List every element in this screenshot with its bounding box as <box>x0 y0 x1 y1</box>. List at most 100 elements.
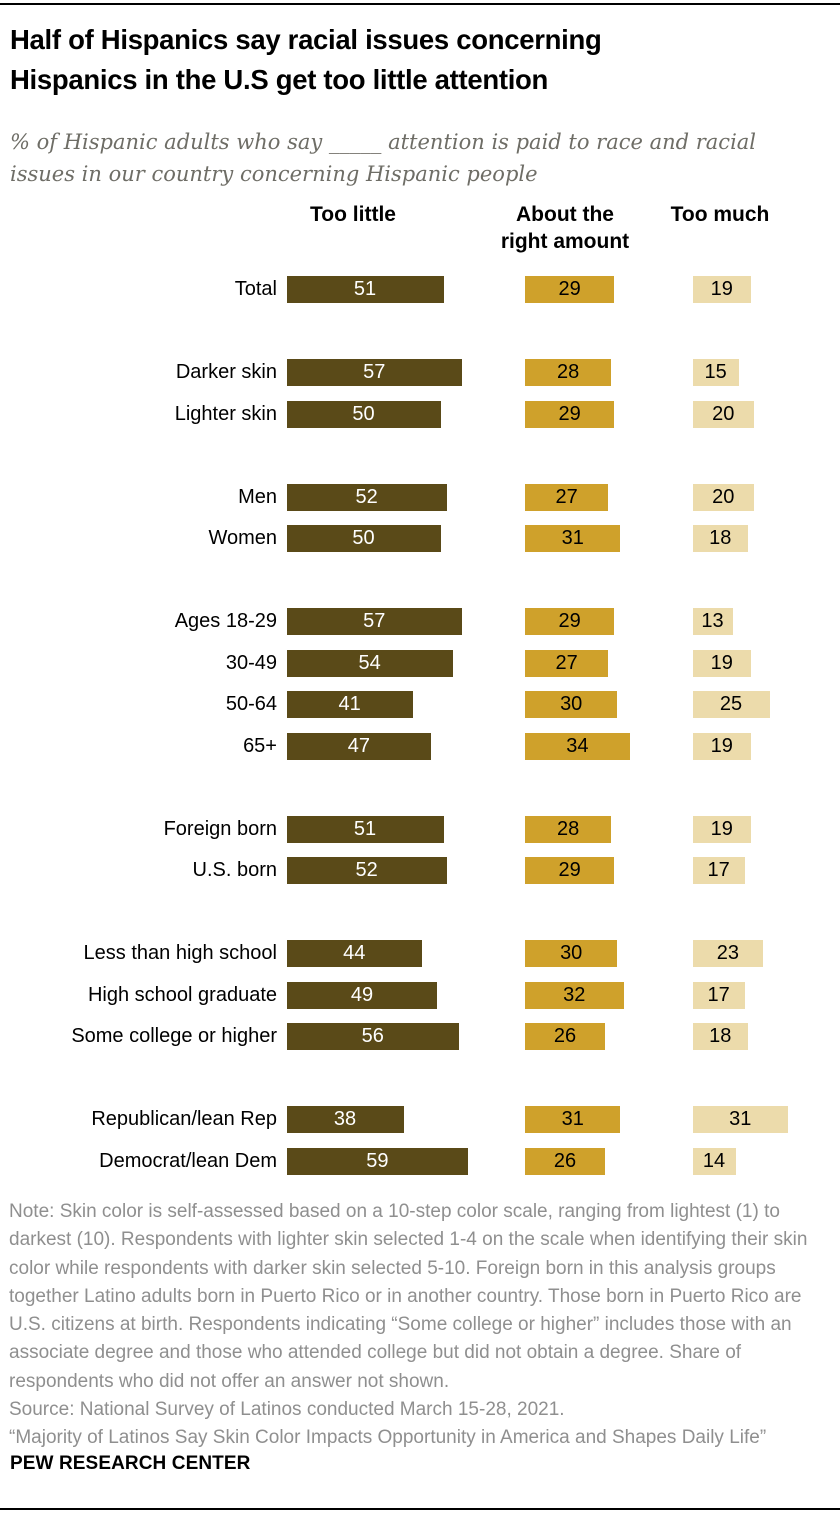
row-label: Ages 18-29 <box>174 610 277 632</box>
row-label: Darker skin <box>175 361 277 383</box>
bar-too-little: 57 <box>286 359 463 386</box>
bar-too-much: 23 <box>692 940 764 967</box>
bar-too-little: 52 <box>286 483 447 511</box>
row-label: Lighter skin <box>174 402 277 425</box>
bar-about-right: 34 <box>525 732 630 760</box>
bar-too-much: 19 <box>692 815 752 843</box>
bar-too-little: 56 <box>286 1023 459 1050</box>
bar-too-little: 57 <box>286 608 463 635</box>
row-label: 65+ <box>243 734 277 757</box>
chart-row: Darker skin 57 28 15 <box>0 352 840 394</box>
chart-row: 30-49 54 27 19 <box>0 643 840 685</box>
row-label: Less than high school <box>83 942 277 964</box>
chart-row: 50-64 41 30 25 <box>0 684 840 726</box>
bar-too-little: 50 <box>286 400 441 428</box>
row-label: U.S. born <box>192 859 277 881</box>
column-header-too-little: Too little <box>310 203 396 226</box>
bar-too-much: 19 <box>692 649 752 677</box>
row-label: Foreign born <box>163 817 277 840</box>
bar-about-right: 31 <box>525 525 621 552</box>
bar-too-much: 13 <box>692 608 733 635</box>
report-title-text: “Majority of Latinos Say Skin Color Impa… <box>9 1427 767 1449</box>
bar-about-right: 26 <box>525 1147 606 1175</box>
bar-too-much: 19 <box>692 276 752 303</box>
subtitle-line-2: issues in our country concerning Hispani… <box>10 162 538 186</box>
bar-too-little: 38 <box>286 1106 404 1133</box>
subtitle-line-1: % of Hispanic adults who say _____ atten… <box>10 130 757 154</box>
bar-about-right: 32 <box>525 981 624 1009</box>
bar-too-much: 31 <box>692 1106 788 1133</box>
chart-row: Lighter skin 50 29 20 <box>0 394 840 436</box>
bar-too-much: 15 <box>692 359 739 386</box>
group-gap <box>0 311 840 353</box>
chart-row: High school graduate 49 32 17 <box>0 975 840 1017</box>
bar-too-much: 17 <box>692 981 745 1009</box>
bar-about-right: 28 <box>525 359 612 386</box>
bottom-divider <box>0 1508 840 1510</box>
chart-row: Foreign born 51 28 19 <box>0 809 840 851</box>
bar-too-little: 47 <box>286 732 432 760</box>
bar-too-little: 59 <box>286 1147 469 1175</box>
pew-research-center-logo: PEW RESEARCH CENTER <box>10 1453 251 1474</box>
group-gap <box>0 892 840 934</box>
row-label: Men <box>238 485 277 508</box>
bar-too-much: 18 <box>692 1023 748 1050</box>
top-divider <box>0 3 840 5</box>
chart-row: Democrat/lean Dem 59 26 14 <box>0 1141 840 1183</box>
title-line-2: Hispanics in the U.S get too little atte… <box>10 64 549 95</box>
column-header-about-right: About the right amount <box>500 203 630 253</box>
bar-about-right: 31 <box>525 1106 621 1133</box>
chart-row: Women 50 31 18 <box>0 518 840 560</box>
group-gap <box>0 767 840 809</box>
chart-row: Some college or higher 56 26 18 <box>0 1016 840 1058</box>
group-gap <box>0 560 840 602</box>
row-label: Republican/lean Rep <box>91 1108 277 1130</box>
bar-about-right: 26 <box>525 1023 606 1050</box>
bar-about-right: 30 <box>525 940 618 967</box>
bar-about-right: 27 <box>525 483 609 511</box>
bar-too-much: 14 <box>692 1147 736 1175</box>
bar-too-much: 25 <box>692 691 770 718</box>
bar-too-little: 54 <box>286 649 453 677</box>
row-label: 50-64 <box>225 693 277 715</box>
bar-about-right: 29 <box>525 857 615 884</box>
bar-about-right: 29 <box>525 608 615 635</box>
row-label: Total <box>234 278 277 300</box>
chart-row: Men 52 27 20 <box>0 477 840 519</box>
source-text: Source: National Survey of Latinos condu… <box>9 1399 565 1421</box>
bar-about-right: 28 <box>525 815 612 843</box>
chart-row: Ages 18-29 57 29 13 <box>0 601 840 643</box>
row-label: High school graduate <box>87 983 277 1006</box>
chart-row: Total 51 29 19 <box>0 269 840 311</box>
bar-too-much: 17 <box>692 857 745 884</box>
chart-row: U.S. born 52 29 17 <box>0 850 840 892</box>
bar-too-much: 19 <box>692 732 752 760</box>
page-subtitle: % of Hispanic adults who say _____ atten… <box>10 126 830 190</box>
row-label: 30-49 <box>225 651 277 674</box>
chart-row: 65+ 47 34 19 <box>0 726 840 768</box>
bar-too-little: 51 <box>286 276 444 303</box>
chart-row: Republican/lean Rep 38 31 31 <box>0 1099 840 1141</box>
group-gap <box>0 435 840 477</box>
bar-too-much: 20 <box>692 483 755 511</box>
chart-rows: Total 51 29 19 Darker skin 57 28 15 Lighter skin… <box>0 269 840 1182</box>
bar-too-little: 50 <box>286 525 441 552</box>
bar-too-little: 49 <box>286 981 438 1009</box>
bar-too-little: 44 <box>286 940 423 967</box>
bar-about-right: 27 <box>525 649 609 677</box>
group-gap <box>0 1058 840 1100</box>
chart-row: Less than high school 44 30 23 <box>0 933 840 975</box>
row-label: Democrat/lean Dem <box>99 1149 277 1172</box>
bar-too-little: 41 <box>286 691 413 718</box>
page-title: Half of Hispanics say racial issues conc… <box>10 20 790 100</box>
bar-about-right: 29 <box>525 276 615 303</box>
footnotes: Note: Skin color is self-assessed based … <box>9 1198 837 1453</box>
bar-too-much: 18 <box>692 525 748 552</box>
note-text: Note: Skin color is self-assessed based … <box>9 1201 808 1392</box>
bar-too-much: 20 <box>692 400 755 428</box>
bar-about-right: 30 <box>525 691 618 718</box>
row-label: Some college or higher <box>71 1025 277 1047</box>
bar-too-little: 51 <box>286 815 444 843</box>
title-line-1: Half of Hispanics say racial issues conc… <box>10 24 602 55</box>
